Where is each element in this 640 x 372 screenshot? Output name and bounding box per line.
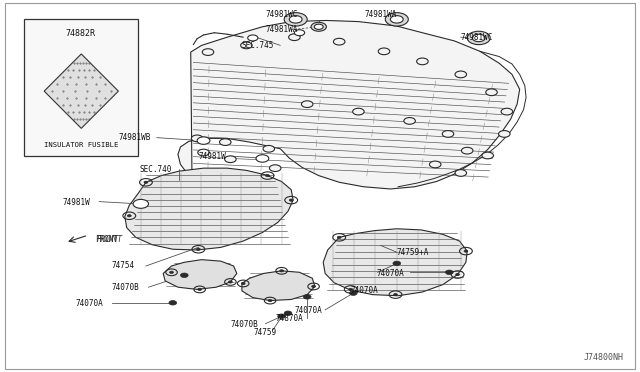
Polygon shape bbox=[323, 229, 467, 296]
Circle shape bbox=[196, 248, 200, 250]
Circle shape bbox=[303, 295, 311, 299]
Circle shape bbox=[337, 236, 341, 238]
Text: 74870A: 74870A bbox=[275, 314, 303, 323]
Text: 74981WB: 74981WB bbox=[118, 133, 151, 142]
Text: SEC.740: SEC.740 bbox=[140, 165, 172, 174]
Circle shape bbox=[278, 314, 285, 318]
Circle shape bbox=[180, 273, 188, 278]
Circle shape bbox=[198, 288, 202, 291]
Circle shape bbox=[266, 174, 269, 177]
Circle shape bbox=[349, 288, 353, 291]
Circle shape bbox=[455, 170, 467, 176]
Circle shape bbox=[311, 22, 326, 31]
Circle shape bbox=[289, 199, 293, 201]
Circle shape bbox=[312, 285, 316, 288]
Circle shape bbox=[269, 165, 281, 171]
Circle shape bbox=[482, 152, 493, 159]
Circle shape bbox=[225, 156, 236, 163]
Circle shape bbox=[294, 30, 305, 36]
Circle shape bbox=[404, 118, 415, 124]
Circle shape bbox=[289, 34, 300, 41]
Text: 74981W: 74981W bbox=[198, 152, 226, 161]
Circle shape bbox=[268, 299, 272, 302]
Text: 74981WA: 74981WA bbox=[266, 25, 298, 34]
Text: 74070A: 74070A bbox=[76, 299, 103, 308]
Text: 74981WC: 74981WC bbox=[266, 10, 298, 19]
Circle shape bbox=[228, 281, 232, 283]
Circle shape bbox=[501, 108, 513, 115]
Circle shape bbox=[169, 301, 177, 305]
Circle shape bbox=[280, 270, 284, 272]
Text: J74800NH: J74800NH bbox=[584, 353, 624, 362]
Circle shape bbox=[349, 291, 357, 295]
Circle shape bbox=[353, 108, 364, 115]
Circle shape bbox=[393, 261, 401, 266]
Circle shape bbox=[284, 311, 292, 315]
Circle shape bbox=[333, 38, 345, 45]
Text: 74070A: 74070A bbox=[376, 269, 404, 278]
Circle shape bbox=[144, 181, 148, 183]
Circle shape bbox=[486, 89, 497, 96]
Circle shape bbox=[241, 42, 252, 49]
Circle shape bbox=[390, 16, 403, 23]
Text: 74070A: 74070A bbox=[294, 306, 322, 315]
Circle shape bbox=[241, 282, 245, 285]
Circle shape bbox=[445, 270, 453, 275]
Text: 74070A: 74070A bbox=[351, 286, 378, 295]
Circle shape bbox=[170, 271, 173, 273]
Circle shape bbox=[202, 49, 214, 55]
Text: 74070B: 74070B bbox=[112, 283, 140, 292]
Circle shape bbox=[197, 137, 210, 144]
Circle shape bbox=[499, 131, 510, 137]
Circle shape bbox=[461, 147, 473, 154]
Polygon shape bbox=[125, 168, 293, 250]
Text: 74759: 74759 bbox=[253, 328, 276, 337]
Text: FRONT: FRONT bbox=[95, 235, 118, 244]
Circle shape bbox=[442, 131, 454, 137]
Text: 74981WC: 74981WC bbox=[461, 33, 493, 42]
Text: 74981W: 74981W bbox=[63, 198, 90, 207]
Circle shape bbox=[472, 34, 485, 42]
Circle shape bbox=[464, 250, 468, 252]
Circle shape bbox=[127, 215, 131, 217]
Text: INSULATOR FUSIBLE: INSULATOR FUSIBLE bbox=[44, 142, 118, 148]
Circle shape bbox=[455, 71, 467, 78]
Circle shape bbox=[198, 149, 209, 156]
Polygon shape bbox=[242, 271, 315, 301]
Circle shape bbox=[301, 101, 313, 108]
Bar bbox=[24, 19, 138, 156]
Circle shape bbox=[256, 155, 269, 162]
Polygon shape bbox=[178, 20, 520, 189]
Polygon shape bbox=[163, 260, 237, 289]
Circle shape bbox=[378, 48, 390, 55]
Text: FRONT: FRONT bbox=[97, 235, 124, 244]
Text: 74882R: 74882R bbox=[66, 29, 96, 38]
Circle shape bbox=[417, 58, 428, 65]
Text: SEC.745: SEC.745 bbox=[242, 41, 275, 50]
Circle shape bbox=[467, 31, 490, 45]
Circle shape bbox=[289, 16, 302, 23]
Circle shape bbox=[394, 294, 397, 296]
Text: 74754: 74754 bbox=[112, 262, 135, 270]
Text: 74759+A: 74759+A bbox=[397, 248, 429, 257]
Circle shape bbox=[220, 139, 231, 145]
Text: 74070B: 74070B bbox=[230, 320, 258, 329]
Circle shape bbox=[191, 135, 203, 142]
Circle shape bbox=[456, 273, 460, 276]
Circle shape bbox=[133, 199, 148, 208]
Circle shape bbox=[429, 161, 441, 168]
Text: 74981WA: 74981WA bbox=[365, 10, 397, 19]
Circle shape bbox=[284, 13, 307, 26]
Circle shape bbox=[314, 24, 323, 29]
Polygon shape bbox=[44, 54, 118, 128]
Circle shape bbox=[248, 35, 258, 41]
Circle shape bbox=[385, 13, 408, 26]
Circle shape bbox=[263, 145, 275, 152]
